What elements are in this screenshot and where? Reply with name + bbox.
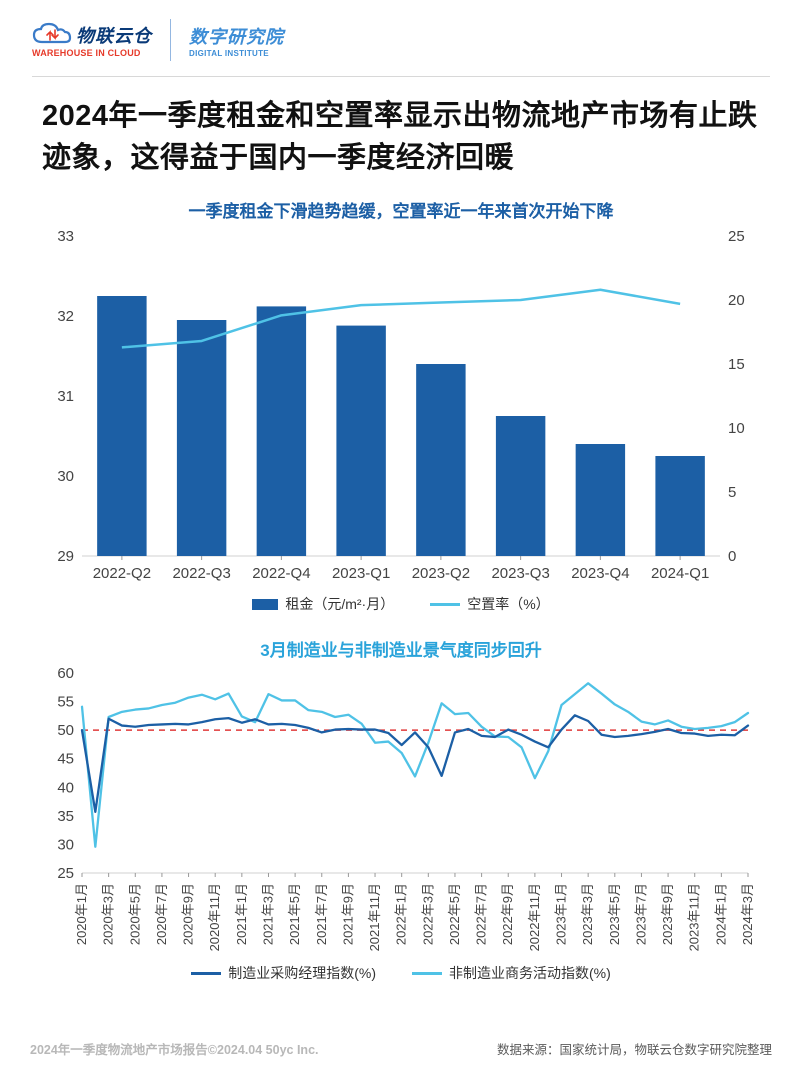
svg-text:2023-Q3: 2023-Q3 <box>491 565 549 582</box>
header: 物联云仓 WAREHOUSE IN CLOUD 数字研究院 DIGITAL IN… <box>0 0 802 72</box>
svg-text:29: 29 <box>57 548 74 565</box>
legend-rent: 租金（元/m²·月） <box>252 594 394 614</box>
svg-text:2023年11月: 2023年11月 <box>687 883 702 951</box>
svg-text:2022年1月: 2022年1月 <box>394 883 409 945</box>
svg-text:15: 15 <box>728 356 745 373</box>
svg-text:2021年11月: 2021年11月 <box>367 883 382 951</box>
svg-text:2020年7月: 2020年7月 <box>154 883 169 945</box>
svg-text:2023-Q2: 2023-Q2 <box>412 565 470 582</box>
svg-text:2021年7月: 2021年7月 <box>314 883 329 945</box>
svg-text:55: 55 <box>57 694 74 711</box>
svg-text:2022-Q4: 2022-Q4 <box>252 565 310 582</box>
logo1-english: WAREHOUSE IN CLOUD <box>32 48 141 58</box>
svg-text:2020年11月: 2020年11月 <box>207 883 222 951</box>
logo2-english: DIGITAL INSTITUTE <box>189 49 284 58</box>
svg-text:2023年9月: 2023年9月 <box>660 883 675 945</box>
svg-text:33: 33 <box>57 228 74 245</box>
legend-manufacturing-label: 制造业采购经理指数(%) <box>228 963 376 983</box>
svg-text:25: 25 <box>728 228 745 245</box>
page-title: 2024年一季度租金和空置率显示出物流地产市场有止跌迹象，这得益于国内一季度经济… <box>0 77 802 185</box>
svg-text:2020年3月: 2020年3月 <box>101 883 116 945</box>
chart1-svg: 29 30 31 32 33 0 5 10 15 20 25 2022-Q2 2022-Q3 2022-Q… <box>42 228 760 588</box>
swatch-line-light-icon <box>412 972 442 975</box>
svg-text:2023-Q4: 2023-Q4 <box>571 565 629 582</box>
svg-text:2022年7月: 2022年7月 <box>474 883 489 945</box>
logo-warehouse-in-cloud: 物联云仓 WAREHOUSE IN CLOUD <box>32 22 152 58</box>
swatch-line-icon <box>430 603 460 606</box>
swatch-bar-icon <box>252 599 278 610</box>
cloud-icon <box>32 22 72 48</box>
svg-text:32: 32 <box>57 308 74 325</box>
footer-left: 2024年一季度物流地产市场报告©2024.04 50yc Inc. <box>30 1039 319 1058</box>
chart1-area: 29 30 31 32 33 0 5 10 15 20 25 2022-Q2 2022-Q3 2022-Q… <box>42 228 760 588</box>
svg-text:2023-Q1: 2023-Q1 <box>332 565 390 582</box>
chart2-area: 25 30 35 40 45 50 55 60 2020年1月 2020年3月 2020年5月 202… <box>42 667 760 957</box>
svg-text:2023年5月: 2023年5月 <box>607 883 622 945</box>
svg-text:10: 10 <box>728 420 745 437</box>
svg-text:20: 20 <box>728 292 745 309</box>
svg-text:2021年5月: 2021年5月 <box>287 883 302 945</box>
svg-text:0: 0 <box>728 548 736 565</box>
chart2-svg: 25 30 35 40 45 50 55 60 2020年1月 2020年3月 2020年5月 202… <box>42 667 760 957</box>
svg-text:2022年9月: 2022年9月 <box>500 883 515 945</box>
svg-text:60: 60 <box>57 667 74 682</box>
svg-text:2020年9月: 2020年9月 <box>181 883 196 945</box>
svg-text:2021年9月: 2021年9月 <box>340 883 355 945</box>
svg-text:2020年5月: 2020年5月 <box>127 883 142 945</box>
svg-text:50: 50 <box>57 722 74 739</box>
logo2-chinese: 数字研究院 <box>189 23 284 49</box>
swatch-line-dark-icon <box>191 972 221 975</box>
logo-divider <box>170 19 171 61</box>
footer: 2024年一季度物流地产市场报告©2024.04 50yc Inc. 数据来源：… <box>0 1039 802 1058</box>
legend-nonmanufacturing-label: 非制造业商务活动指数(%) <box>449 963 611 983</box>
logo1-chinese: 物联云仓 <box>76 22 152 48</box>
svg-text:40: 40 <box>57 779 74 796</box>
svg-text:2021年3月: 2021年3月 <box>260 883 275 945</box>
svg-text:2023年1月: 2023年1月 <box>554 883 569 945</box>
logo-digital-institute: 数字研究院 DIGITAL INSTITUTE <box>189 23 284 58</box>
svg-text:2023年7月: 2023年7月 <box>633 883 648 945</box>
svg-text:2022年5月: 2022年5月 <box>447 883 462 945</box>
svg-text:30: 30 <box>57 837 74 854</box>
legend-vacancy-label: 空置率（%） <box>467 594 549 614</box>
chart2-title: 3月制造业与非制造业景气度同步回升 <box>0 636 802 661</box>
footer-right: 数据来源：国家统计局，物联云仓数字研究院整理 <box>497 1039 772 1058</box>
svg-text:25: 25 <box>57 865 74 882</box>
svg-text:30: 30 <box>57 468 74 485</box>
chart2-legend: 制造业采购经理指数(%) 非制造业商务活动指数(%) <box>0 963 802 983</box>
svg-text:2024年3月: 2024年3月 <box>740 883 755 945</box>
legend-rent-label: 租金（元/m²·月） <box>285 594 394 614</box>
svg-text:45: 45 <box>57 751 74 768</box>
svg-text:2023年3月: 2023年3月 <box>580 883 595 945</box>
legend-nonmanufacturing: 非制造业商务活动指数(%) <box>412 963 611 983</box>
svg-text:2024-Q1: 2024-Q1 <box>651 565 709 582</box>
svg-text:2022年11月: 2022年11月 <box>527 883 542 951</box>
svg-text:31: 31 <box>57 388 74 405</box>
svg-text:5: 5 <box>728 484 736 501</box>
svg-text:2022-Q2: 2022-Q2 <box>93 565 151 582</box>
svg-text:35: 35 <box>57 808 74 825</box>
svg-text:2021年1月: 2021年1月 <box>234 883 249 945</box>
svg-text:2020年1月: 2020年1月 <box>74 883 89 945</box>
svg-text:2024年1月: 2024年1月 <box>713 883 728 945</box>
legend-manufacturing: 制造业采购经理指数(%) <box>191 963 376 983</box>
legend-vacancy: 空置率（%） <box>430 594 549 614</box>
chart1-title: 一季度租金下滑趋势趋缓，空置率近一年来首次开始下降 <box>0 197 802 222</box>
svg-text:2022年3月: 2022年3月 <box>420 883 435 945</box>
chart1-legend: 租金（元/m²·月） 空置率（%） <box>0 594 802 614</box>
svg-text:2022-Q3: 2022-Q3 <box>172 565 230 582</box>
